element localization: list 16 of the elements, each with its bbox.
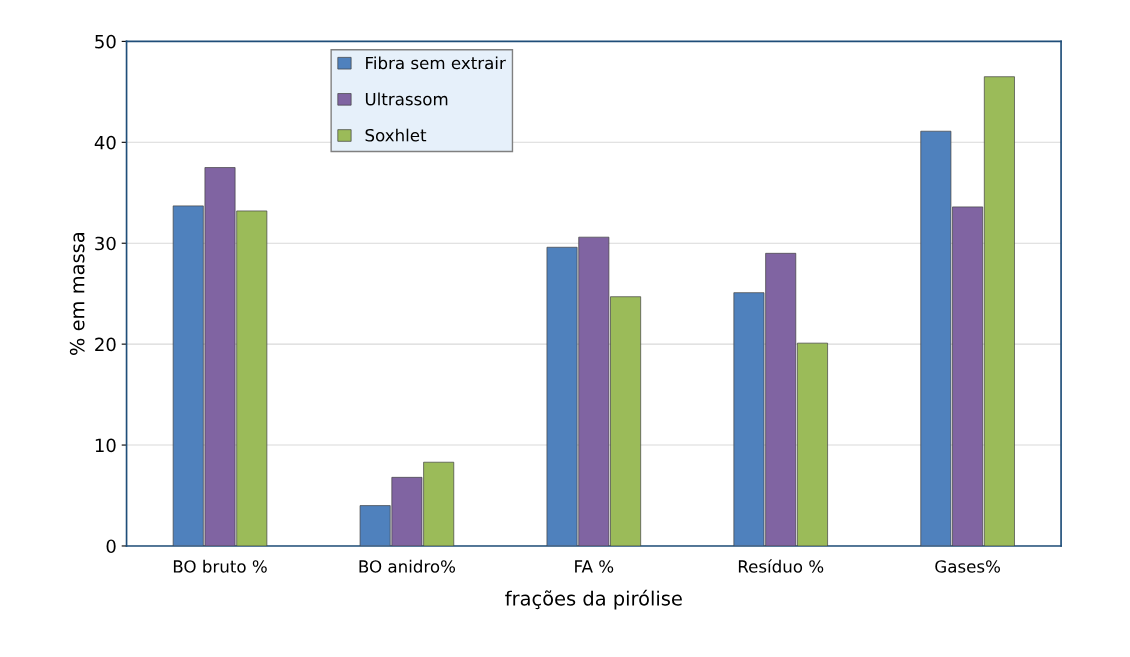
legend-label: Ultrassom [365, 92, 448, 106]
y-tick-label: 30 [95, 236, 116, 251]
y-axis-title: % em massa [69, 233, 85, 355]
x-tick-label: BO bruto % [173, 559, 267, 573]
x-tick-label: Gases% [935, 560, 1000, 573]
x-tick-label: Resíduo % [738, 559, 824, 573]
y-tick-label: 50 [95, 34, 116, 49]
legend-label: Soxhlet [365, 128, 427, 142]
y-tick-label: 10 [95, 438, 116, 453]
x-tick-label: FA % [575, 560, 614, 573]
y-tick-label: 20 [95, 337, 116, 352]
y-tick-label: 0 [106, 539, 116, 554]
x-axis-title: frações da pirólise [505, 589, 682, 610]
legend-label: Fibra sem extrair [366, 56, 506, 70]
x-tick-label: BO anidro% [359, 559, 456, 573]
y-tick-label: 40 [94, 135, 116, 150]
